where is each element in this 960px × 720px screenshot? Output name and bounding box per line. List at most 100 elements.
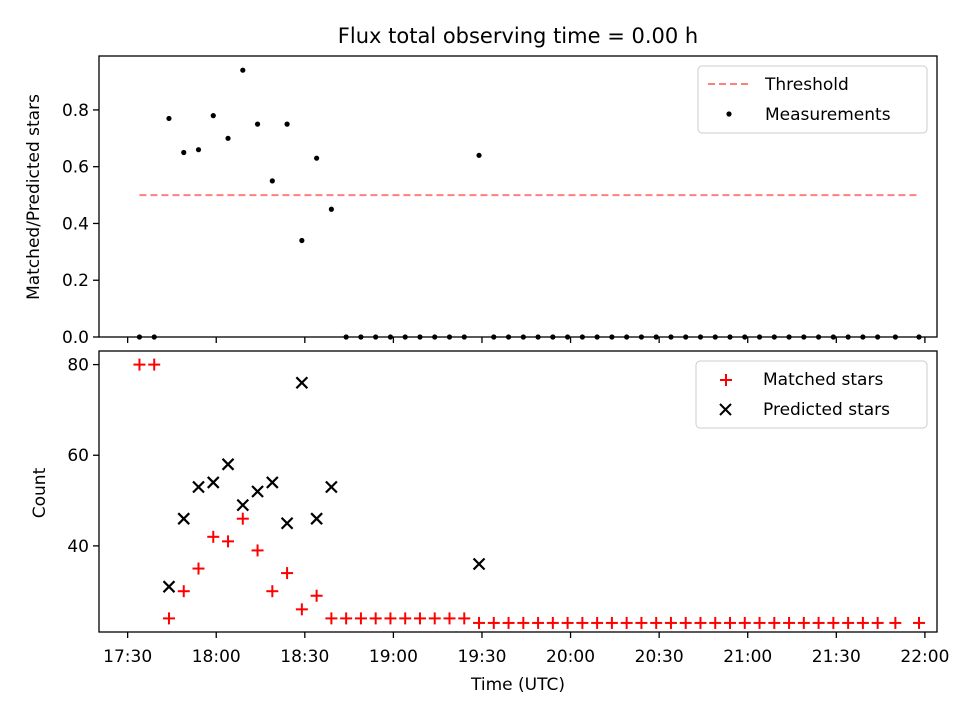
matched-star-marker — [473, 616, 486, 629]
top-y-tick-label: 0.2 — [62, 271, 89, 291]
legend-measurements-label: Measurements — [765, 105, 891, 125]
bottom-y-tick-label: 40 — [67, 537, 89, 557]
matched-star-marker — [694, 616, 707, 629]
matched-star-marker — [620, 616, 633, 629]
bottom-legend: Matched stars Predicted stars — [695, 360, 928, 429]
predicted-marker-b — [280, 516, 294, 530]
x-tick-label: 22:00 — [900, 647, 949, 667]
predicted-marker-b — [236, 498, 250, 512]
measurement-point — [328, 206, 334, 212]
matched-star-marker — [724, 616, 737, 629]
predicted-marker-b — [177, 512, 191, 525]
matched-star-marker — [325, 612, 338, 625]
top-y-tick-label: 0.8 — [62, 101, 89, 121]
matched-star-marker — [458, 612, 471, 625]
bottom-axes-frame — [98, 350, 938, 633]
matched-star-marker — [281, 567, 294, 580]
top-y-tick-label: 0.4 — [62, 214, 89, 234]
top-y-axis-label: Matched/Predicted stars — [24, 94, 44, 300]
top-legend: Threshold Measurements — [697, 65, 928, 134]
matched-star-marker — [709, 616, 722, 629]
matched-star-marker — [428, 612, 441, 625]
predicted-star-marker — [310, 512, 323, 525]
predicted-marker-b — [310, 512, 323, 525]
top-legend-box — [697, 65, 928, 134]
matched-star-marker — [443, 612, 456, 625]
x-tick-label: 20:30 — [635, 647, 684, 667]
measurement-point — [195, 147, 202, 153]
predicted-star-marker — [251, 485, 264, 498]
measurement-point — [299, 237, 305, 244]
legend-threshold-label: Threshold — [764, 75, 849, 95]
matched-star-marker — [664, 616, 677, 629]
matched-star-marker — [340, 612, 353, 625]
predicted-marker-b — [206, 476, 220, 489]
predicted-star-marker — [221, 458, 235, 471]
matched-star-marker — [889, 616, 902, 629]
bottom-y-axis-label: Count — [30, 467, 50, 518]
predicted-star-marker — [295, 376, 309, 390]
predicted-marker-b — [221, 458, 235, 471]
matched-star-marker — [384, 612, 397, 625]
matched-star-marker — [177, 585, 190, 598]
matched-star-marker — [517, 616, 530, 629]
matched-star-marker — [856, 616, 869, 629]
legend-matched-label: Matched stars — [763, 370, 883, 390]
bottom-panel: 40 60 80 17:30 18:00 18:30 19:00 19:30 20:00 20:… — [30, 350, 949, 695]
top-y-axis: 0.0 0.2 0.4 0.6 0.8 — [62, 101, 99, 348]
bottom-y-axis: 40 60 80 — [67, 356, 99, 557]
matched-star-marker — [768, 616, 781, 629]
matched-star-marker — [251, 544, 264, 557]
predicted-marker-b — [472, 557, 486, 571]
legend-measurements-swatch — [726, 111, 732, 117]
matched-star-marker — [679, 616, 692, 629]
predicted-star-marker — [472, 557, 486, 571]
matched-star-marker — [295, 603, 308, 616]
predicted-marker-b — [162, 580, 176, 593]
measurement-point — [254, 121, 261, 127]
matched-star-marker — [738, 616, 751, 629]
bottom-x-axis: 17:30 18:00 18:30 19:00 19:30 20:00 20:30 21:00… — [103, 632, 949, 667]
x-tick-label: 18:00 — [192, 647, 241, 667]
top-axes-frame — [98, 55, 938, 338]
x-tick-label: 18:30 — [280, 647, 329, 667]
legend-matched-swatch — [720, 374, 732, 386]
matched-star-marker — [532, 616, 545, 629]
bottom-y-tick-label: 80 — [67, 356, 89, 376]
matched-star-marker — [502, 616, 515, 629]
top-y-tick-label: 0.0 — [62, 328, 89, 348]
top-plot-area — [136, 67, 922, 340]
top-panel: 0.00.20.40.60.8 Matched/Predicted stars … — [24, 55, 938, 348]
matched-star-marker — [192, 562, 205, 575]
predicted-star-marker — [162, 580, 176, 593]
matched-star-marker — [413, 612, 426, 625]
matched-star-marker — [650, 616, 663, 629]
matched-star-marker — [812, 616, 825, 629]
measurement-point — [181, 149, 187, 156]
x-axis-label: Time (UTC) — [470, 675, 565, 695]
matched-star-marker — [635, 616, 648, 629]
predicted-star-marker — [280, 516, 294, 530]
matched-star-marker — [399, 612, 412, 625]
matched-star-marker — [797, 616, 810, 629]
x-tick-label: 17:30 — [103, 647, 152, 667]
predicted-marker-b — [192, 480, 205, 494]
legend-predicted-label: Predicted stars — [763, 400, 890, 420]
matched-star-marker — [487, 616, 500, 629]
predicted-star-marker — [192, 480, 205, 494]
measurement-point — [476, 152, 482, 158]
matched-star-marker — [222, 535, 235, 548]
bottom-plot-area — [133, 358, 925, 629]
predicted-marker-b — [295, 376, 309, 390]
measurement-point — [240, 67, 246, 73]
matched-star-marker — [236, 512, 249, 525]
x-tick-label: 19:30 — [457, 647, 506, 667]
x-tick-label: 19:00 — [369, 647, 418, 667]
matched-star-marker — [605, 616, 618, 629]
matched-star-marker — [912, 616, 925, 629]
matched-star-marker — [561, 616, 574, 629]
bottom-legend-box — [695, 360, 928, 429]
matched-star-marker — [207, 530, 220, 543]
matched-star-marker — [753, 616, 766, 629]
